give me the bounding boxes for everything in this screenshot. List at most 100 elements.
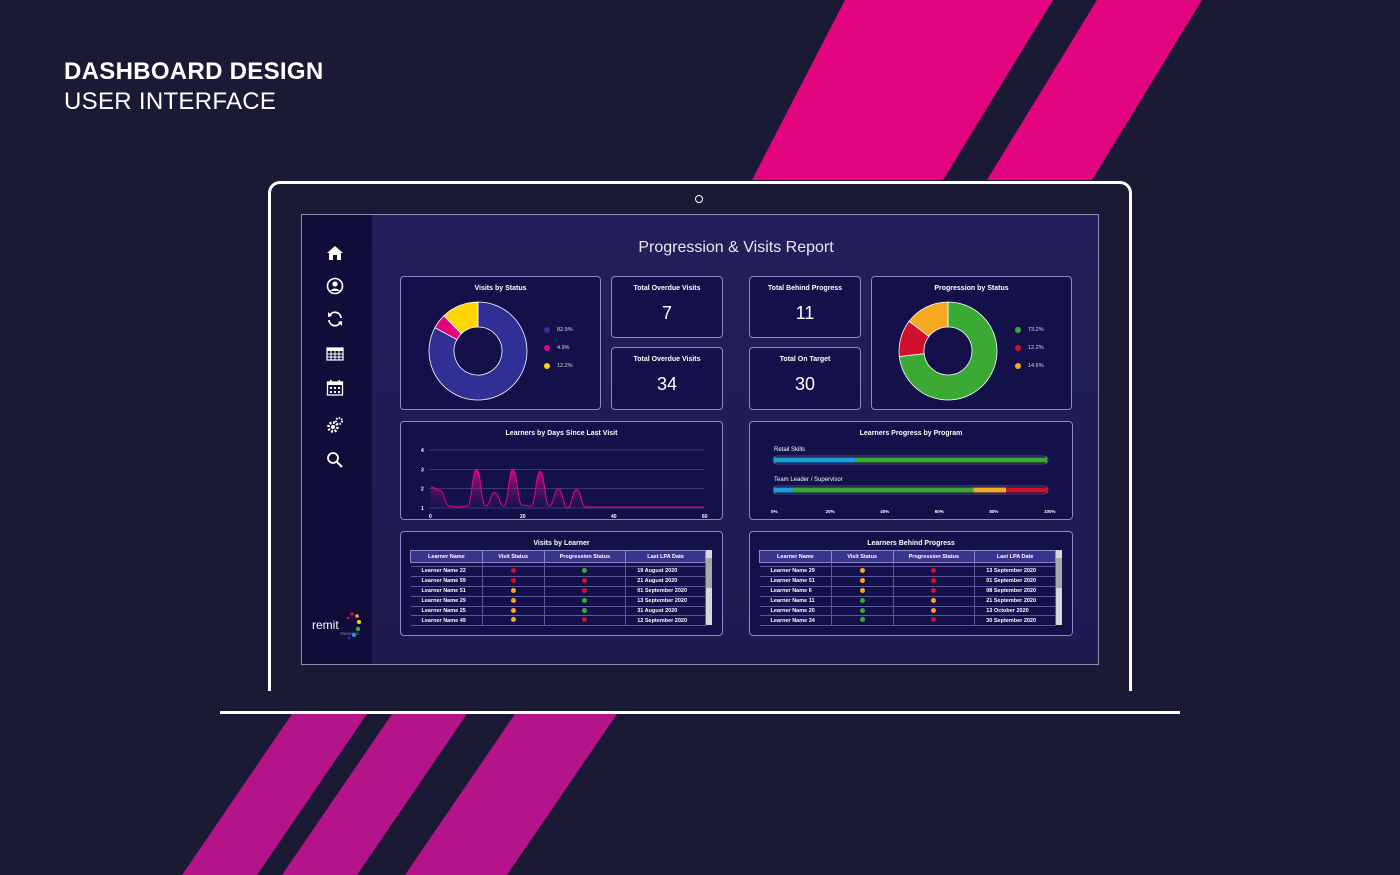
progression-status-cell — [893, 606, 976, 617]
legend-swatch — [544, 363, 550, 369]
table-row[interactable]: Learner Name 6 08 September 2020 — [759, 586, 1056, 597]
legend-label: 82.9% — [557, 327, 573, 333]
calendar-icon[interactable] — [326, 379, 344, 397]
table-row[interactable]: Learner Name 34 30 September 2020 — [759, 615, 1056, 627]
table-row[interactable]: Learner Name 29 13 September 2020 — [759, 566, 1056, 577]
table-row[interactable]: Learner Name 25 31 August 2020 — [410, 606, 706, 617]
status-dot — [582, 587, 588, 593]
bar-segment[interactable] — [774, 487, 794, 493]
last-lpa-date-cell: 19 August 2020 — [625, 566, 706, 577]
table-row[interactable]: Learner Name 20 13 October 2020 — [759, 606, 1056, 617]
kpi-total-overdue-visits: Total Overdue Visits 34 — [611, 347, 723, 410]
sidebar: remit TRAINING — [302, 215, 372, 664]
progression-status-cell — [893, 566, 976, 577]
status-dot — [582, 567, 588, 573]
card-title: Visits by Learner — [533, 540, 590, 547]
last-lpa-date-cell: 31 August 2020 — [625, 606, 706, 617]
kpi-behind-progress: Total Behind Progress 11 — [749, 276, 861, 338]
pie-slice[interactable] — [443, 301, 479, 335]
scrollbar-thumb[interactable] — [706, 558, 712, 588]
progression-pie-chart — [898, 301, 998, 401]
column-header[interactable]: Learner Name — [759, 550, 832, 563]
learner-name-cell: Learner Name 49 — [410, 615, 483, 627]
column-header[interactable]: Last LPA Date — [974, 550, 1056, 563]
table-row[interactable]: Learner Name 22 19 August 2020 — [410, 566, 706, 577]
column-header[interactable]: Visit Status — [830, 550, 894, 563]
status-dot — [582, 577, 588, 583]
table-row[interactable]: Learner Name 51 01 September 2020 — [759, 576, 1056, 587]
table-scrollbar[interactable] — [706, 550, 712, 625]
settings-icon[interactable] — [326, 416, 344, 434]
legend-swatch — [1015, 363, 1021, 369]
bar-segment[interactable] — [793, 487, 974, 493]
legend-item: 12.2% — [544, 363, 573, 369]
table-icon[interactable] — [326, 345, 344, 363]
x-tick-label: 20% — [826, 509, 835, 514]
visit-status-cell — [831, 586, 894, 597]
bar-segment[interactable] — [973, 487, 1007, 493]
column-header[interactable]: Progression Status — [543, 550, 627, 563]
learners-behind-table: Learner Name Visit Status Progression Stat… — [759, 550, 1056, 627]
bar-segment[interactable] — [1006, 487, 1047, 493]
logo-tagline: TRAINING — [340, 632, 360, 636]
y-tick-label: 1 — [421, 506, 424, 512]
table-row[interactable]: Learner Name 59 21 August 2020 — [410, 576, 706, 587]
status-dot — [582, 617, 588, 623]
legend-label: 73.2% — [1028, 327, 1044, 333]
bar-segment[interactable] — [774, 457, 856, 463]
table-row[interactable]: Learner Name 11 21 September 2020 — [759, 596, 1056, 607]
legend-swatch — [1015, 327, 1021, 333]
bar-segment[interactable] — [855, 457, 1047, 463]
last-lpa-date-cell: 12 September 2020 — [625, 615, 706, 627]
search-icon[interactable] — [326, 451, 344, 469]
program-progress-card: Learners Progress by Program Retail Skil… — [749, 421, 1073, 520]
progression-status-cell — [544, 615, 627, 627]
status-dot — [859, 597, 865, 603]
learners-behind-progress-card: Learners Behind Progress Learner Name Vis… — [749, 531, 1073, 636]
legend-label: 14.6% — [1028, 363, 1044, 369]
learner-name-cell: Learner Name 51 — [759, 576, 832, 587]
x-tick-label: 60% — [935, 509, 944, 514]
visit-status-cell — [482, 615, 545, 627]
table-row[interactable]: Learner Name 49 12 September 2020 — [410, 615, 706, 627]
scrollbar-thumb[interactable] — [1056, 558, 1062, 588]
column-header[interactable]: Last LPA Date — [625, 550, 706, 563]
column-header[interactable]: Progression Status — [892, 550, 976, 563]
pie-slice[interactable] — [898, 301, 998, 401]
logo-wordmark: remit — [312, 618, 339, 632]
kpi-value: 30 — [794, 374, 816, 394]
legend-item: 73.2% — [1015, 327, 1044, 333]
x-tick-label: 20 — [520, 514, 526, 520]
progression-status-cell — [893, 576, 976, 587]
legend-label: 4.9% — [557, 345, 570, 351]
table-row[interactable]: Learner Name 51 01 September 2020 — [410, 586, 706, 597]
kpi-value: 34 — [656, 374, 678, 394]
status-dot — [931, 567, 937, 573]
status-dot — [510, 587, 516, 593]
last-lpa-date-cell: 13 September 2020 — [625, 596, 706, 607]
legend-label: 12.2% — [1028, 345, 1044, 351]
pie-slice[interactable] — [428, 301, 528, 401]
home-icon[interactable] — [326, 244, 344, 262]
refresh-icon[interactable] — [326, 310, 344, 328]
legend-item: 82.9% — [544, 327, 573, 333]
status-dot — [931, 597, 937, 603]
column-header[interactable]: Visit Status — [481, 550, 545, 563]
learner-name-cell: Learner Name 59 — [410, 576, 483, 587]
table-scrollbar[interactable] — [1056, 550, 1062, 625]
bar-category-label: Team Leader / Supervisor — [774, 477, 843, 483]
status-dot — [859, 577, 865, 583]
progression-status-cell — [893, 596, 976, 607]
visits-by-status-card: Visits by Status 82.9% 4.9% 12.2% — [400, 276, 601, 410]
pie-slice[interactable] — [908, 301, 949, 337]
visits-by-learner-card: Visits by Learner Learner Name Visit Stat… — [400, 531, 723, 636]
y-tick-label: 3 — [421, 467, 424, 473]
visit-status-cell — [482, 596, 545, 607]
kpi-label: Total Overdue Visits — [633, 285, 701, 292]
column-header[interactable]: Learner Name — [410, 550, 483, 563]
table-row[interactable]: Learner Name 29 13 September 2020 — [410, 596, 706, 607]
user-icon[interactable] — [326, 277, 344, 295]
x-tick-label: 0 — [429, 514, 432, 520]
